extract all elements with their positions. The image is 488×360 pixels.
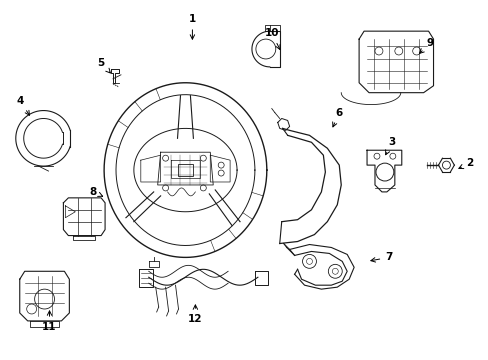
Text: 7: 7 (370, 252, 392, 262)
Text: 1: 1 (188, 14, 196, 39)
Text: 12: 12 (188, 305, 202, 324)
Text: 10: 10 (264, 28, 280, 50)
Bar (177, 164, 193, 176)
Text: 2: 2 (458, 158, 473, 168)
Text: 4: 4 (16, 96, 29, 115)
Text: 9: 9 (419, 38, 433, 53)
Text: 3: 3 (385, 137, 395, 155)
Text: 5: 5 (97, 58, 110, 73)
Text: 8: 8 (89, 187, 102, 197)
Text: 6: 6 (332, 108, 342, 127)
Text: 11: 11 (42, 311, 57, 332)
